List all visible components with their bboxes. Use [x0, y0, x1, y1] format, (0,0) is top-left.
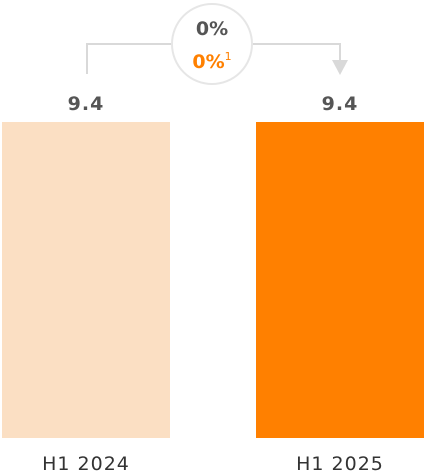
change-secondary-label: 0%: [192, 51, 224, 73]
bar-value-label-1: 9.4: [68, 93, 105, 115]
category-label-1: H1 2024: [42, 453, 130, 475]
change-bubble-circle: [171, 3, 253, 85]
change-secondary-row: 0%1: [192, 50, 231, 73]
footnote-marker: 1: [225, 50, 232, 63]
labels: 9.4 H1 2024 9.4 H1 2025: [42, 93, 384, 475]
bar-value-label-2: 9.4: [322, 93, 359, 115]
connector-arrow-head: [332, 60, 348, 75]
bar-1: [2, 122, 170, 438]
bar-2: [256, 122, 424, 438]
change-main-label: 0%: [196, 18, 228, 40]
change-bubble: 0% 0%1: [171, 3, 253, 85]
bars: [2, 122, 424, 438]
category-label-2: H1 2025: [296, 453, 384, 475]
